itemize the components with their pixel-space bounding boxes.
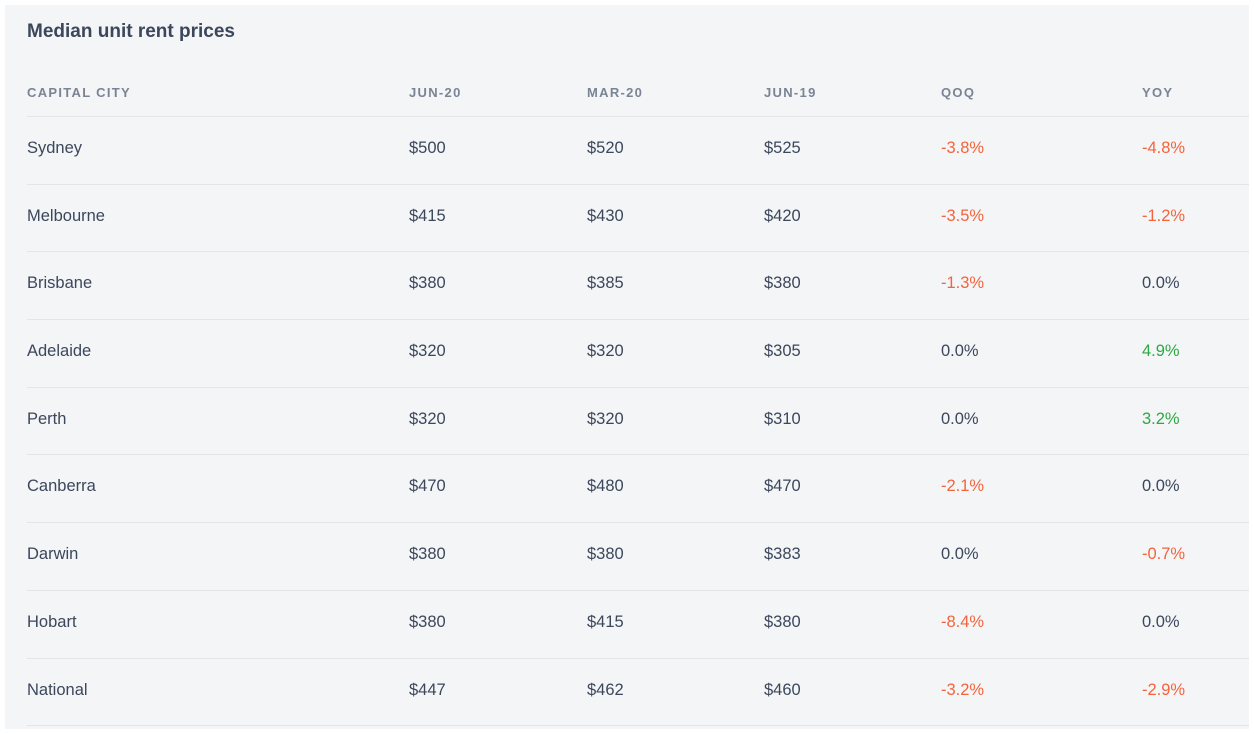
- table-row: Perth $320 $320 $310 0.0% 3.2%: [27, 388, 1249, 456]
- jun-20-cell: $320: [409, 342, 446, 361]
- column-header-capital-city: CAPITAL CITY: [27, 85, 131, 100]
- rent-table: CAPITAL CITY JUN-20 MAR-20 JUN-19 QOQ YO…: [27, 75, 1249, 727]
- qoq-cell: -3.5%: [941, 206, 985, 225]
- city-cell: Darwin: [27, 545, 79, 564]
- column-header-yoy: YOY: [1142, 85, 1174, 100]
- qoq-cell: -2.1%: [941, 477, 985, 496]
- column-header-jun-20: JUN-20: [409, 85, 462, 100]
- qoq-cell: 0.0%: [941, 409, 979, 428]
- mar-20-cell: $462: [587, 680, 624, 699]
- city-cell: Brisbane: [27, 274, 93, 293]
- jun-19-cell: $383: [764, 545, 801, 564]
- table-row: Melbourne $415 $430 $420 -3.5% -1.2%: [27, 185, 1249, 253]
- jun-20-cell: $470: [409, 477, 446, 496]
- table-row: National $447 $462 $460 -3.2% -2.9%: [27, 659, 1249, 727]
- table-row: Adelaide $320 $320 $305 0.0% 4.9%: [27, 320, 1249, 388]
- yoy-cell: -1.2%: [1142, 206, 1186, 225]
- city-cell: Canberra: [27, 477, 96, 496]
- yoy-cell: 0.0%: [1142, 477, 1180, 496]
- jun-19-cell: $380: [764, 274, 801, 293]
- city-cell: Melbourne: [27, 206, 105, 225]
- mar-20-cell: $385: [587, 274, 624, 293]
- table-title: Median unit rent prices: [27, 21, 235, 42]
- mar-20-cell: $415: [587, 612, 624, 631]
- city-cell: Sydney: [27, 139, 83, 157]
- jun-19-cell: $460: [764, 680, 801, 699]
- qoq-cell: -3.2%: [941, 680, 985, 699]
- qoq-cell: -1.3%: [941, 274, 985, 293]
- jun-19-cell: $380: [764, 612, 801, 631]
- city-cell: Hobart: [27, 612, 77, 631]
- mar-20-cell: $380: [587, 545, 624, 564]
- jun-20-cell: $500: [409, 139, 446, 157]
- jun-20-cell: $447: [409, 680, 446, 699]
- jun-20-cell: $380: [409, 612, 446, 631]
- jun-19-cell: $470: [764, 477, 801, 496]
- table-row: Hobart $380 $415 $380 -8.4% 0.0%: [27, 591, 1249, 659]
- column-header-qoq: QOQ: [941, 85, 976, 100]
- yoy-cell: 0.0%: [1142, 274, 1180, 293]
- jun-19-cell: $525: [764, 139, 801, 157]
- city-cell: National: [27, 680, 88, 699]
- yoy-cell: 3.2%: [1142, 409, 1180, 428]
- table-row: Sydney $500 $520 $525 -3.8% -4.8%: [27, 117, 1249, 185]
- table-row: Canberra $470 $480 $470 -2.1% 0.0%: [27, 455, 1249, 524]
- rent-table-card: Median unit rent prices CAPITAL CITY JUN…: [5, 5, 1249, 729]
- qoq-cell: 0.0%: [941, 342, 979, 361]
- jun-20-cell: $380: [409, 545, 446, 564]
- city-cell: Perth: [27, 409, 67, 428]
- mar-20-cell: $430: [587, 206, 624, 225]
- yoy-cell: -0.7%: [1142, 545, 1186, 564]
- jun-19-cell: $310: [764, 409, 801, 428]
- jun-19-cell: $305: [764, 342, 801, 361]
- yoy-cell: -2.9%: [1142, 680, 1186, 699]
- qoq-cell: -8.4%: [941, 612, 985, 631]
- jun-20-cell: $380: [409, 274, 446, 293]
- yoy-cell: -4.8%: [1142, 139, 1186, 157]
- mar-20-cell: $320: [587, 409, 624, 428]
- table-header-row: CAPITAL CITY JUN-20 MAR-20 JUN-19 QOQ YO…: [27, 75, 1249, 117]
- column-header-mar-20: MAR-20: [587, 85, 644, 100]
- jun-19-cell: $420: [764, 206, 801, 225]
- table-row: Brisbane $380 $385 $380 -1.3% 0.0%: [27, 252, 1249, 321]
- jun-20-cell: $320: [409, 409, 446, 428]
- mar-20-cell: $480: [587, 477, 624, 496]
- mar-20-cell: $520: [587, 139, 624, 157]
- qoq-cell: 0.0%: [941, 545, 979, 564]
- jun-20-cell: $415: [409, 206, 446, 225]
- table-row: Darwin $380 $380 $383 0.0% -0.7%: [27, 523, 1249, 591]
- yoy-cell: 4.9%: [1142, 342, 1180, 361]
- qoq-cell: -3.8%: [941, 139, 985, 157]
- column-header-jun-19: JUN-19: [764, 85, 817, 100]
- yoy-cell: 0.0%: [1142, 612, 1180, 631]
- mar-20-cell: $320: [587, 342, 624, 361]
- city-cell: Adelaide: [27, 342, 92, 361]
